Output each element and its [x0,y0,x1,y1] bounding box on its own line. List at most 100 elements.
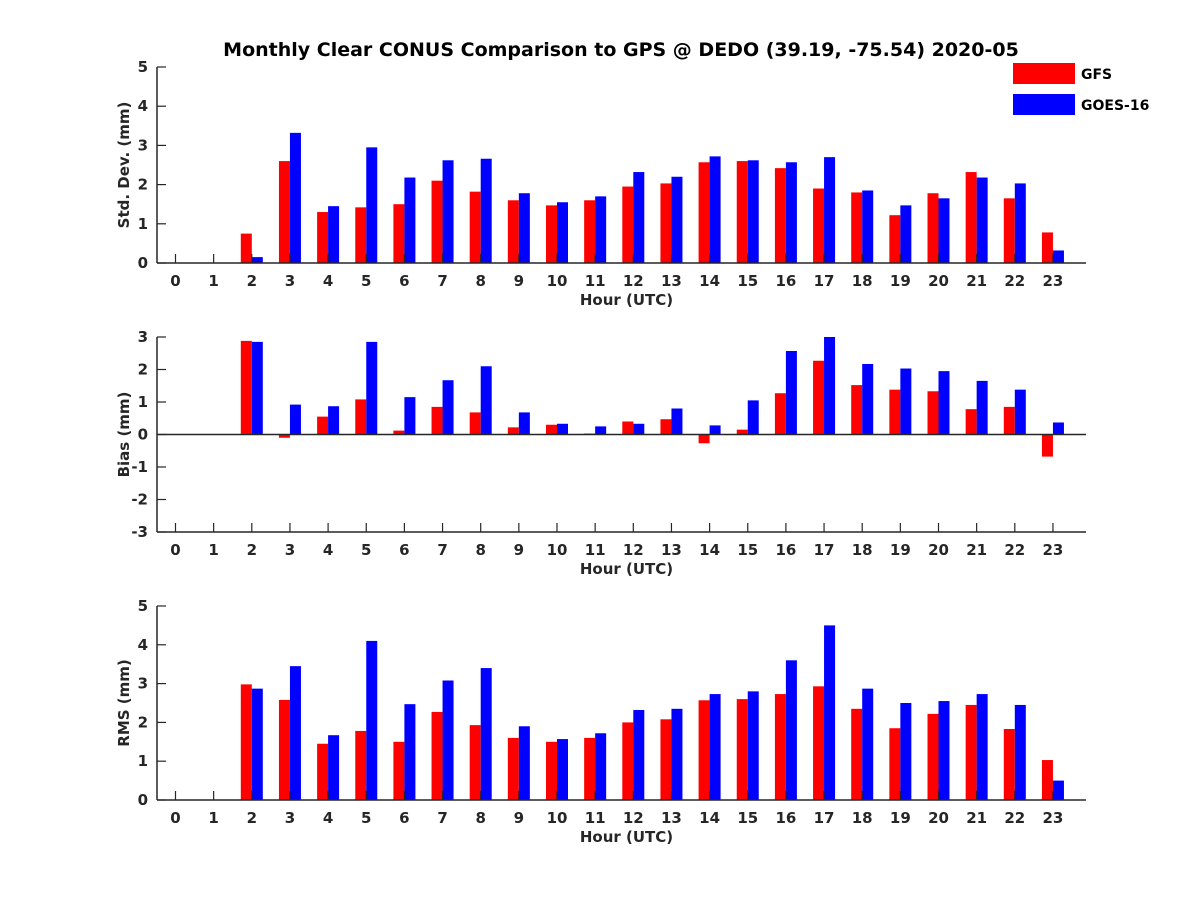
x-tick-label-bias: 21 [966,541,987,559]
bar-std-goes16-20 [938,198,950,263]
bar-std-goes16-4 [328,206,340,263]
bar-bias-goes16-17 [824,337,836,435]
bar-bias-goes16-20 [938,371,950,435]
x-tick-label-std: 18 [852,272,873,290]
bar-std-gfs-3 [278,161,290,263]
x-tick-label-rms: 10 [547,809,568,827]
bar-rms-gfs-2 [240,684,252,800]
x-tick-label-std: 7 [437,272,447,290]
bar-std-goes16-15 [747,160,759,263]
x-tick-label-std: 10 [547,272,568,290]
bar-bias-goes16-21 [976,380,988,435]
x-tick-label-bias: 18 [852,541,873,559]
bar-rms-goes16-18 [862,688,874,800]
bar-rms-goes16-4 [328,735,340,800]
bar-bias-goes16-5 [366,341,378,435]
x-tick-label-std: 22 [1004,272,1025,290]
bar-bias-goes16-23 [1052,422,1064,435]
y-tick-label-rms: 1 [138,752,148,770]
y-tick-label-bias: 1 [138,393,148,411]
y-tick-label-bias: 0 [138,426,148,444]
bar-rms-gfs-15 [736,699,748,800]
bar-rms-goes16-21 [976,694,988,800]
x-tick-label-bias: 3 [285,541,295,559]
bar-std-goes16-14 [709,156,721,263]
bar-bias-gfs-19 [889,389,901,435]
bar-bias-goes16-9 [518,412,530,435]
bar-rms-gfs-19 [889,728,901,800]
bar-std-goes16-9 [518,193,530,263]
bar-bias-goes16-4 [328,406,340,435]
x-tick-label-rms: 14 [699,809,720,827]
bar-std-gfs-8 [469,191,481,263]
chart-title: Monthly Clear CONUS Comparison to GPS @ … [223,39,1019,61]
bar-std-gfs-21 [965,172,977,263]
bar-rms-gfs-11 [584,737,596,800]
y-tick-label-rms: 0 [138,791,148,809]
x-tick-label-std: 23 [1043,272,1064,290]
bar-std-goes16-16 [785,162,797,263]
x-tick-label-std: 16 [775,272,796,290]
x-tick-label-std: 6 [399,272,409,290]
bar-rms-gfs-4 [317,743,329,800]
bar-std-goes16-17 [824,157,836,263]
bar-rms-goes16-9 [518,726,530,800]
x-tick-label-bias: 20 [928,541,949,559]
bar-bias-goes16-22 [1014,389,1026,435]
x-tick-label-bias: 13 [661,541,682,559]
x-tick-label-std: 8 [475,272,485,290]
bar-bias-goes16-18 [862,363,874,435]
x-tick-label-bias: 9 [514,541,524,559]
bar-bias-goes16-13 [671,408,683,435]
x-tick-label-bias: 6 [399,541,409,559]
bar-std-goes16-22 [1014,183,1026,263]
bar-bias-goes16-16 [785,350,797,435]
x-tick-label-std: 15 [737,272,758,290]
x-tick-label-rms: 7 [437,809,447,827]
x-tick-label-std: 21 [966,272,987,290]
x-tick-label-std: 3 [285,272,295,290]
bar-std-goes16-19 [900,205,912,263]
x-tick-label-bias: 16 [775,541,796,559]
bar-std-gfs-6 [393,204,405,263]
x-tick-label-bias: 11 [585,541,606,559]
x-tick-label-rms: 17 [814,809,835,827]
bar-std-gfs-2 [240,233,252,263]
bar-rms-gfs-12 [622,722,634,800]
y-tick-label-std: 0 [138,254,148,272]
x-tick-label-bias: 10 [547,541,568,559]
bar-std-goes16-11 [595,196,607,263]
x-tick-label-bias: 1 [208,541,218,559]
y-tick-label-rms: 3 [138,675,148,693]
x-tick-label-bias: 0 [170,541,180,559]
x-tick-label-bias: 17 [814,541,835,559]
x-tick-label-rms: 2 [247,809,257,827]
bar-rms-gfs-9 [507,737,519,800]
bar-bias-goes16-7 [442,380,454,435]
bar-bias-gfs-5 [355,399,367,435]
bar-bias-gfs-6 [393,430,405,435]
bar-std-goes16-18 [862,190,874,263]
bar-std-gfs-18 [851,192,863,263]
bar-std-gfs-19 [889,215,901,263]
x-tick-label-bias: 14 [699,541,720,559]
bar-rms-gfs-22 [1003,729,1015,800]
y-tick-label-std: 1 [138,215,148,233]
y-tick-label-bias: -2 [131,491,148,509]
bar-rms-gfs-16 [774,694,786,800]
bar-std-goes16-12 [633,172,645,263]
y-axis-title-bias: Bias (mm) [115,392,133,478]
bar-bias-gfs-8 [469,412,481,435]
x-tick-label-std: 20 [928,272,949,290]
bar-rms-gfs-5 [355,730,367,800]
x-axis-title-bias: Hour (UTC) [580,560,673,578]
bar-std-gfs-23 [1041,232,1053,263]
bar-bias-gfs-15 [736,429,748,435]
x-axis-title-rms: Hour (UTC) [580,828,673,846]
y-axis-title-std: Std. Dev. (mm) [115,102,133,229]
bar-bias-gfs-13 [660,419,672,435]
y-tick-label-bias: 3 [138,328,148,346]
